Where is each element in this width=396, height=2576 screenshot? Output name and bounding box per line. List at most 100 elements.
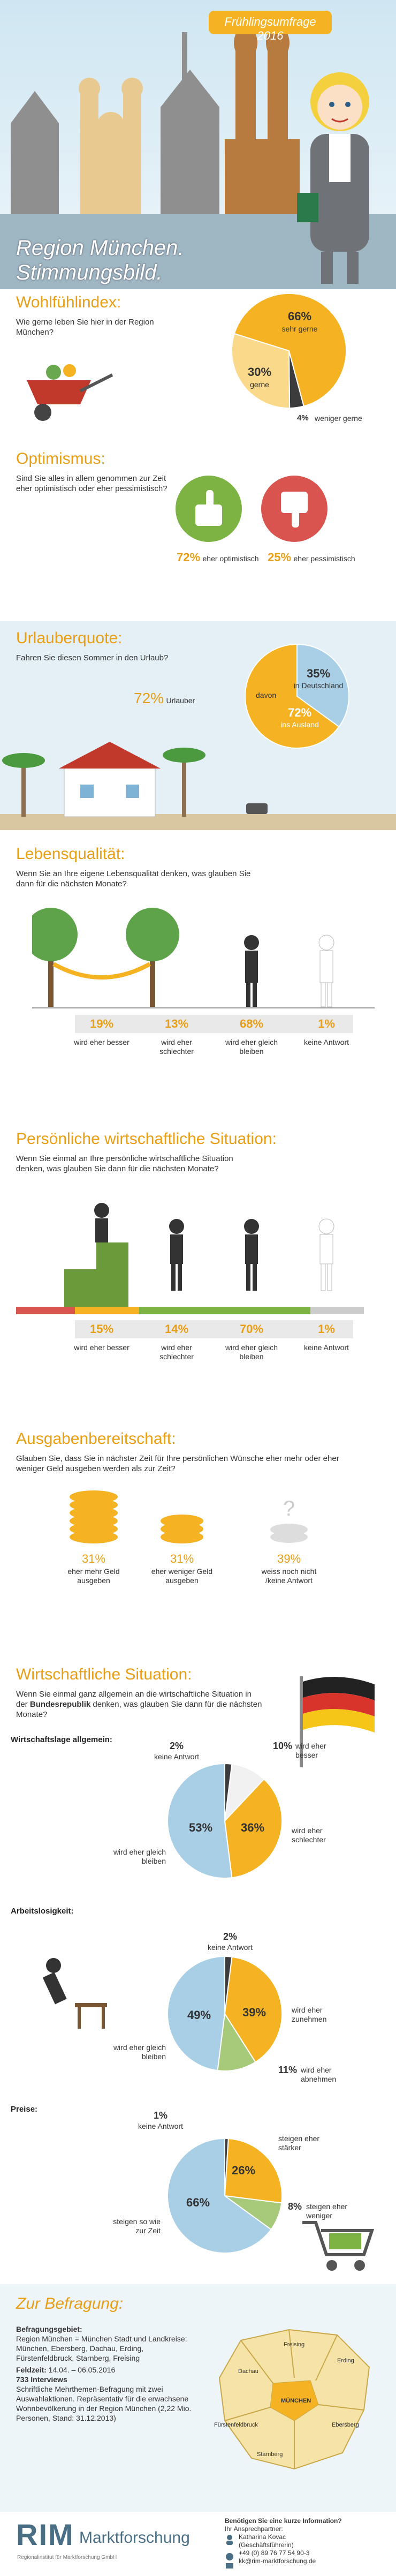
decoration xyxy=(64,765,156,817)
section-title: Wirtschaftliche Situation: xyxy=(16,1666,192,1683)
decoration xyxy=(150,943,155,1007)
decoration xyxy=(209,11,332,34)
slice-label: sehr gerne xyxy=(281,325,318,333)
stat-label: wird eher schlechter xyxy=(159,1038,194,1056)
coin-illustration: ? xyxy=(70,1490,308,1543)
stat-value: 15% xyxy=(89,1322,114,1336)
decoration xyxy=(321,1263,326,1291)
pie-chart xyxy=(167,1955,283,2072)
pie-chart xyxy=(167,2137,283,2254)
decoration xyxy=(245,1234,258,1264)
decoration xyxy=(270,2380,319,2421)
stat-value: 70% xyxy=(239,1322,264,1336)
decoration xyxy=(161,1515,203,1543)
decoration xyxy=(226,2553,233,2560)
businesswoman xyxy=(297,72,369,284)
section-title: Ausgabenbereitschaft: xyxy=(16,1430,176,1448)
slice-label: steigen eher stärker xyxy=(278,2134,320,2152)
map-label: MÜNCHEN xyxy=(281,2398,311,2404)
decoration xyxy=(70,1490,118,1543)
pie-slice xyxy=(224,2137,229,2196)
decoration: ? xyxy=(283,1497,295,1520)
question-text: Wenn Sie einmal ganz allgemein an die wi… xyxy=(16,1690,252,1709)
decoration xyxy=(161,70,219,107)
map-label: Fürstenfeldbruck xyxy=(214,2422,258,2428)
pie-slice xyxy=(167,1956,229,2072)
decoration xyxy=(246,983,250,1007)
stat-label: Urlauber xyxy=(166,696,195,705)
decoration xyxy=(253,983,257,1007)
decoration xyxy=(246,1264,250,1291)
stat: 72% Urlauber xyxy=(134,690,195,707)
slice-label: in Deutschland xyxy=(293,681,344,690)
decoration xyxy=(46,365,61,380)
decoration xyxy=(182,32,187,107)
decoration xyxy=(246,803,268,814)
stat-band xyxy=(75,1015,353,1033)
contact-question: Benötigen Sie eine kurze Information? xyxy=(225,2517,342,2525)
stat: 25% eher pessimistisch xyxy=(268,551,355,564)
decoration xyxy=(244,1219,259,1234)
pie-chart xyxy=(231,293,347,409)
question: Wie gerne leben Sie hier in der Region M… xyxy=(16,318,154,337)
decoration xyxy=(79,78,100,99)
slice-label: wird eher schlechter xyxy=(292,1826,326,1844)
stat-value: 68% xyxy=(239,1017,264,1030)
decoration xyxy=(79,373,113,393)
slice-label: keine Antwort xyxy=(138,2122,184,2130)
decoration xyxy=(347,252,359,284)
pie-slice xyxy=(224,1762,233,1821)
decoration xyxy=(11,91,59,123)
pie-slice xyxy=(217,2012,256,2072)
stat-value: 31% xyxy=(170,1552,194,1565)
slice-label: steigen so wie zur Zeit xyxy=(113,2217,161,2235)
decoration xyxy=(292,510,299,528)
stat-value: 25% xyxy=(268,551,292,564)
slice-label: wird eher besser xyxy=(295,1742,326,1759)
question: Sind Sie alles in allem genommen zur Zei… xyxy=(16,474,167,493)
decoration xyxy=(96,1242,128,1269)
slice-label: wird eher abnehmen xyxy=(301,2066,337,2083)
tagline: Regionalinstitut für Marktforschung GmbH xyxy=(17,2555,117,2560)
stat-label: wird eher schlechter xyxy=(159,1343,194,1361)
stat-label: wird eher besser xyxy=(74,1343,130,1352)
decoration xyxy=(310,1307,364,1314)
slice-label: keine Antwort xyxy=(154,1752,200,1761)
contact-icons xyxy=(226,2535,233,2569)
pie-slice xyxy=(231,333,291,409)
section-title: Zur Befragung: xyxy=(16,2295,124,2313)
decoration xyxy=(227,2535,232,2540)
contact-email[interactable]: kk@rim-marktforschung.de xyxy=(239,2557,316,2565)
decoration xyxy=(95,1218,108,1242)
decoration xyxy=(79,78,143,214)
decoration xyxy=(121,78,143,99)
stat-label: eher weniger Geld ausgeben xyxy=(151,1567,213,1585)
decoration xyxy=(300,1676,303,1767)
slice-value: 72% xyxy=(287,706,312,719)
decoration xyxy=(98,129,123,214)
pie-slice xyxy=(233,293,347,407)
decoration xyxy=(329,134,351,182)
region-map xyxy=(218,2329,370,2470)
decoration xyxy=(226,2541,233,2545)
decoration xyxy=(42,1972,67,2005)
decoration xyxy=(32,908,78,961)
decoration xyxy=(326,2260,337,2271)
slice-value: 8% xyxy=(288,2201,302,2212)
slice-value: 10% xyxy=(273,1741,293,1751)
cart-illustration xyxy=(302,2221,375,2271)
slice-label: steigen eher weniger xyxy=(306,2202,348,2220)
decoration xyxy=(329,2233,361,2249)
thumb-icons xyxy=(176,476,328,542)
decoration xyxy=(21,760,26,817)
slice-value: 30% xyxy=(247,365,272,379)
info-text: Region München = München Stadt und Landk… xyxy=(16,2334,187,2362)
stat-band xyxy=(75,1320,353,1338)
stat-value: 1% xyxy=(318,1017,335,1030)
slice-label: gerne xyxy=(250,380,269,389)
stat-value: 1% xyxy=(318,1322,335,1336)
slice-value: 11% xyxy=(278,2065,298,2075)
decoration xyxy=(266,27,290,59)
decoration xyxy=(2,753,45,768)
stat: 72% eher optimistisch xyxy=(177,551,259,564)
